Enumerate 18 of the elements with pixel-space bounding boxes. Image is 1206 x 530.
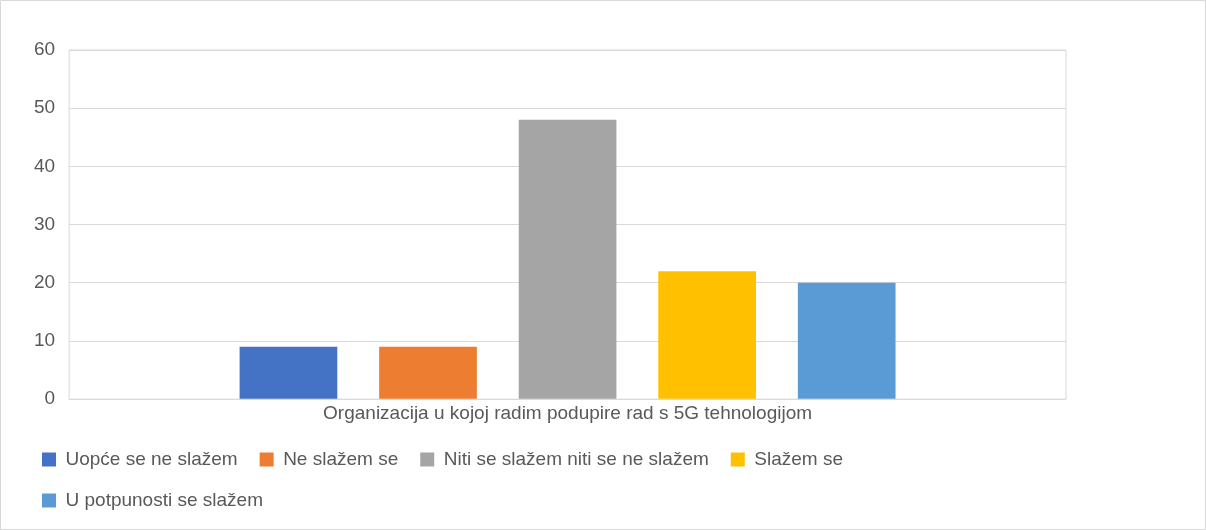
y-tick-label: 50 [33,96,56,118]
legend-label: Niti se slažem niti se ne slažem [443,447,709,469]
y-tick-label: 10 [33,329,56,351]
legend-label: Ne slažem se [283,447,399,469]
legend-label: Slažem se [754,447,843,469]
y-tick-label: 40 [33,154,56,176]
legend-label: Uopće se ne slažem [65,447,238,469]
y-tick-label: 20 [33,271,56,293]
bar [379,346,477,399]
bar [658,271,756,399]
bar [797,282,896,399]
bar [239,346,338,399]
y-tick-label: 60 [33,38,56,60]
legend-label: U potpunosti se slažem [65,488,263,510]
y-tick-label: 30 [33,212,56,234]
y-tick-label: 0 [44,387,56,409]
x-tick-label: Organizacija u kojoj radim podupire rad s 5G tehnologijom [323,401,813,423]
bar [518,119,617,399]
